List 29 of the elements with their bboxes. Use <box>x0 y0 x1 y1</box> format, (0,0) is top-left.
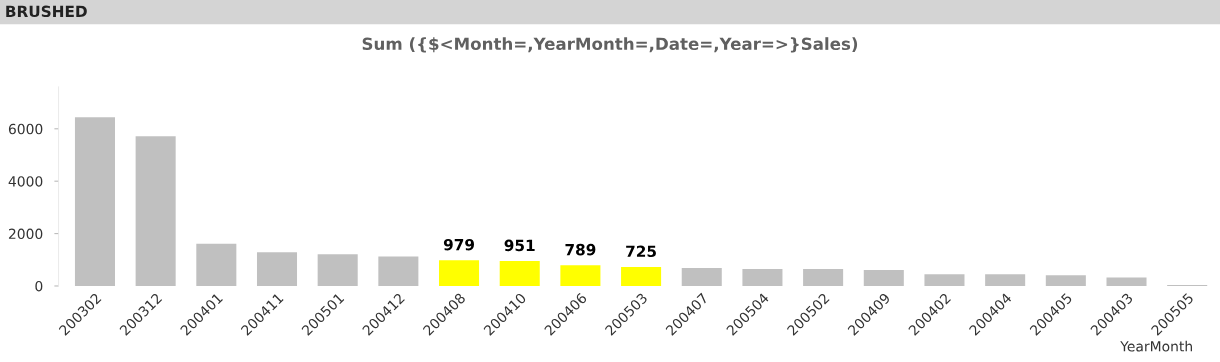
bar <box>681 267 722 286</box>
y-tick-label: 4000 <box>8 176 43 187</box>
x-axis-title: YearMonth <box>1120 340 1192 352</box>
bar <box>985 274 1026 286</box>
bar <box>1106 277 1147 286</box>
bar <box>135 136 176 286</box>
bar <box>924 274 965 286</box>
data-label: 951 <box>504 239 535 252</box>
bar <box>256 252 298 286</box>
data-label: 979 <box>443 238 475 251</box>
bar <box>863 270 904 286</box>
bar <box>742 268 783 286</box>
bar <box>499 261 540 286</box>
chart-title: BRUSHED <box>6 5 87 18</box>
y-tick-label: 2000 <box>8 228 43 240</box>
data-label: 725 <box>626 245 656 258</box>
bar <box>439 260 480 286</box>
bar <box>560 265 601 286</box>
bar <box>621 266 662 286</box>
bar <box>196 243 237 286</box>
y-tick-label: 6000 <box>8 123 43 135</box>
bar <box>378 256 419 286</box>
bar <box>803 268 844 286</box>
y-tick-label: 0 <box>35 280 43 292</box>
chart-subtitle: Sum ({$<Month=,YearMonth=,Date=,Year=>}Sales) <box>362 37 858 53</box>
bar <box>74 117 115 286</box>
bar <box>317 254 358 286</box>
bar <box>1045 275 1086 286</box>
data-label: 789 <box>565 243 596 256</box>
